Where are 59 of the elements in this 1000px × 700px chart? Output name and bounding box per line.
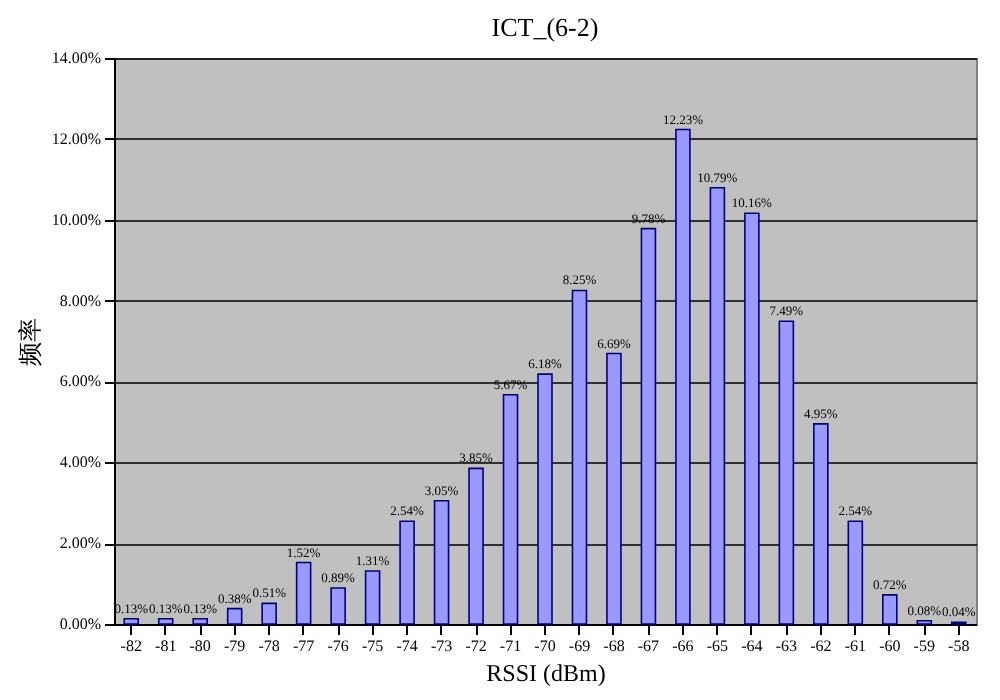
x-tick-label: -58 bbox=[948, 637, 970, 655]
x-tick-label: -60 bbox=[879, 637, 901, 655]
x-tick-label: -70 bbox=[534, 637, 556, 655]
y-tick-label: 10.00% bbox=[51, 210, 102, 229]
x-tick-label: -81 bbox=[155, 637, 177, 655]
x-tick-label: -61 bbox=[844, 637, 866, 655]
x-tick-label: -63 bbox=[775, 637, 798, 655]
x-tick-label: -66 bbox=[672, 637, 694, 655]
bar bbox=[778, 320, 795, 625]
x-tick-label: -80 bbox=[189, 637, 211, 655]
x-tick-label: -74 bbox=[396, 637, 418, 655]
x-tick-label: -67 bbox=[637, 637, 660, 655]
x-tick-label: -72 bbox=[465, 637, 487, 655]
bar bbox=[675, 128, 691, 625]
y-tick-label: 12.00% bbox=[51, 129, 102, 148]
y-axis-title: 频率 bbox=[15, 318, 44, 366]
bar bbox=[606, 352, 622, 625]
bar bbox=[330, 587, 346, 625]
x-tick-label: -71 bbox=[499, 637, 522, 655]
bar bbox=[295, 561, 312, 625]
bar bbox=[261, 602, 277, 625]
bar bbox=[537, 373, 553, 625]
bar bbox=[123, 617, 140, 625]
x-tick-label: -59 bbox=[913, 637, 935, 655]
y-tick-label: 0.00% bbox=[59, 615, 102, 633]
x-tick-label: -79 bbox=[224, 637, 246, 655]
x-tick-label: -82 bbox=[120, 637, 142, 655]
bar bbox=[813, 423, 829, 625]
x-axis-title: RSSI (dBm) bbox=[486, 659, 606, 687]
bar bbox=[847, 520, 864, 625]
chart-title: ICT_(6-2) bbox=[491, 12, 599, 42]
bar bbox=[571, 289, 588, 625]
x-tick-label: -78 bbox=[258, 637, 280, 655]
x-tick-label: -62 bbox=[810, 637, 832, 655]
y-tick-label: 2.00% bbox=[59, 534, 102, 553]
bar bbox=[157, 617, 174, 625]
y-tick-label: 8.00% bbox=[59, 291, 102, 310]
bar bbox=[468, 467, 484, 625]
bar bbox=[192, 617, 208, 625]
bar bbox=[399, 520, 415, 625]
x-tick-label: -68 bbox=[603, 637, 625, 655]
y-tick-label: 14.00% bbox=[51, 49, 102, 67]
bar bbox=[364, 570, 381, 625]
bar bbox=[433, 499, 450, 625]
bar bbox=[640, 227, 657, 625]
bar bbox=[744, 212, 760, 625]
bar bbox=[709, 186, 726, 625]
x-tick-label: -76 bbox=[327, 637, 349, 655]
bar bbox=[226, 607, 243, 625]
y-tick-label: 4.00% bbox=[59, 453, 102, 472]
x-tick-label: -64 bbox=[741, 637, 763, 655]
y-tick-label: 6.00% bbox=[59, 372, 102, 391]
bar bbox=[882, 594, 898, 625]
x-tick-label: -69 bbox=[568, 637, 591, 655]
bar bbox=[502, 393, 519, 625]
x-tick-label: -73 bbox=[430, 637, 453, 655]
x-tick-label: -65 bbox=[706, 637, 729, 655]
x-tick-label: -75 bbox=[361, 637, 384, 655]
x-tick-label: -77 bbox=[292, 637, 315, 655]
